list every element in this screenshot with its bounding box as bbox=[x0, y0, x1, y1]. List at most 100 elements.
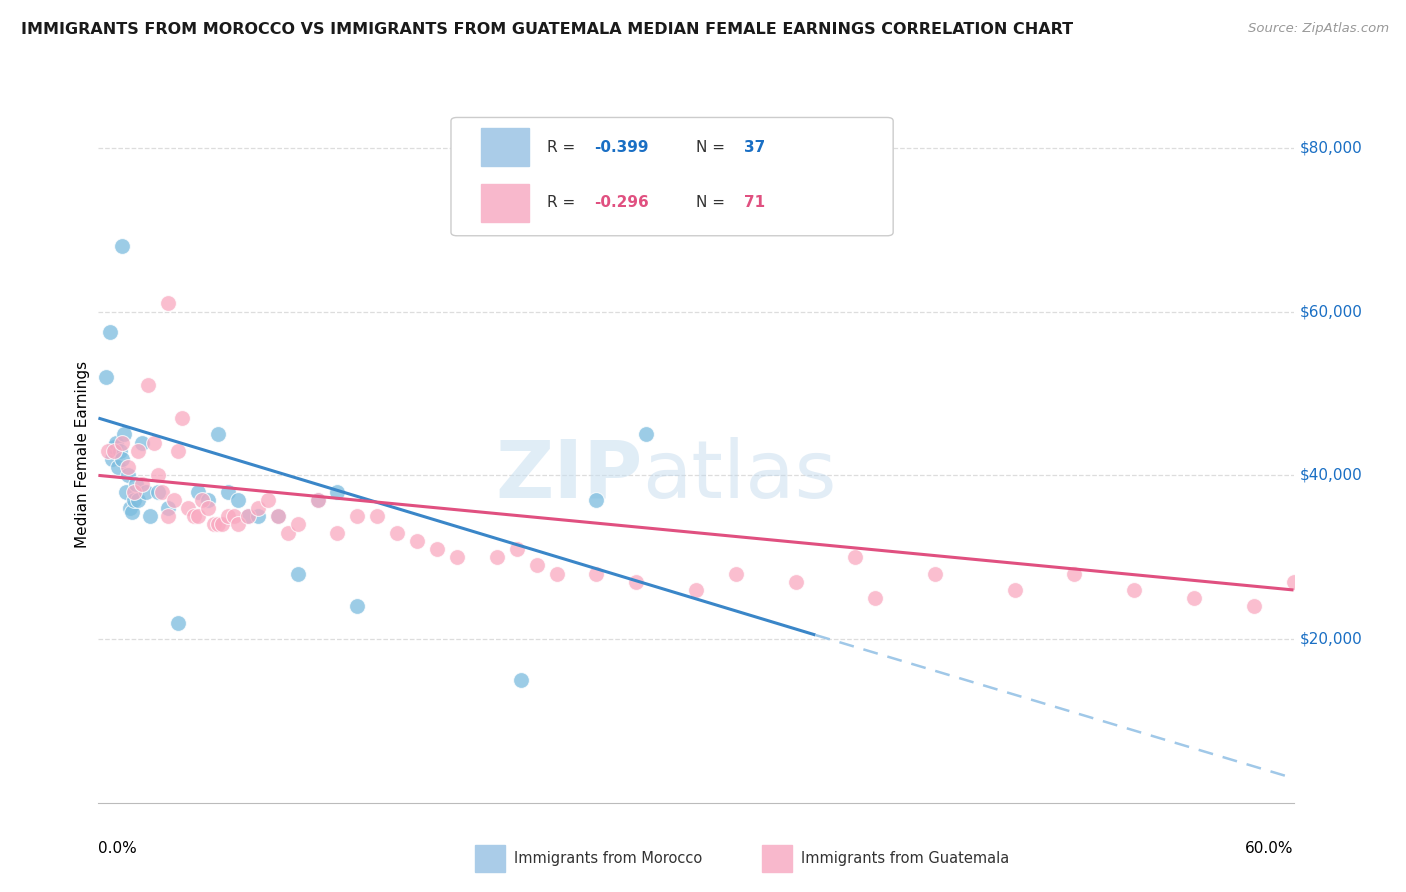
Point bbox=[287, 566, 309, 581]
Point bbox=[131, 476, 153, 491]
Point bbox=[506, 542, 529, 557]
Point bbox=[485, 550, 508, 565]
Point bbox=[139, 509, 162, 524]
Point bbox=[187, 509, 209, 524]
Point bbox=[287, 517, 309, 532]
Point bbox=[121, 505, 143, 519]
Point bbox=[105, 435, 128, 450]
Point bbox=[256, 492, 278, 507]
Point bbox=[157, 509, 180, 524]
Text: 60.0%: 60.0% bbox=[1246, 841, 1294, 856]
Point bbox=[148, 468, 170, 483]
Point bbox=[163, 492, 186, 507]
Point bbox=[246, 501, 269, 516]
Point bbox=[685, 582, 707, 597]
Point bbox=[1243, 599, 1265, 614]
Point bbox=[326, 484, 349, 499]
Text: $60,000: $60,000 bbox=[1299, 304, 1362, 319]
Y-axis label: Median Female Earnings: Median Female Earnings bbox=[75, 361, 90, 549]
Text: 37: 37 bbox=[744, 139, 765, 154]
Text: -0.296: -0.296 bbox=[595, 195, 650, 211]
Point bbox=[143, 435, 166, 450]
Point bbox=[226, 517, 249, 532]
Point bbox=[211, 517, 233, 532]
Point bbox=[110, 443, 132, 458]
Point bbox=[207, 427, 229, 442]
FancyBboxPatch shape bbox=[475, 845, 505, 872]
Point bbox=[385, 525, 409, 540]
Point bbox=[526, 558, 548, 573]
Point bbox=[863, 591, 886, 606]
Point bbox=[509, 673, 531, 687]
Point bbox=[446, 550, 468, 565]
Point bbox=[546, 566, 568, 581]
Text: -0.399: -0.399 bbox=[595, 139, 650, 154]
Point bbox=[136, 378, 159, 392]
Point bbox=[636, 427, 658, 442]
Text: 71: 71 bbox=[744, 195, 765, 211]
Point bbox=[187, 484, 209, 499]
Point bbox=[120, 501, 142, 516]
Text: atlas: atlas bbox=[643, 437, 837, 515]
Point bbox=[127, 443, 149, 458]
Point bbox=[366, 509, 388, 524]
FancyBboxPatch shape bbox=[481, 184, 529, 222]
FancyBboxPatch shape bbox=[481, 128, 529, 166]
Point bbox=[1182, 591, 1205, 606]
FancyBboxPatch shape bbox=[451, 118, 893, 235]
Point bbox=[785, 574, 807, 589]
Point bbox=[326, 525, 349, 540]
Text: IMMIGRANTS FROM MOROCCO VS IMMIGRANTS FROM GUATEMALA MEDIAN FEMALE EARNINGS CORR: IMMIGRANTS FROM MOROCCO VS IMMIGRANTS FR… bbox=[21, 22, 1073, 37]
Point bbox=[197, 501, 219, 516]
FancyBboxPatch shape bbox=[762, 845, 792, 872]
Point bbox=[112, 427, 135, 442]
Point bbox=[183, 509, 205, 524]
Text: R =: R = bbox=[547, 195, 579, 211]
Point bbox=[98, 325, 122, 339]
Text: R =: R = bbox=[547, 139, 579, 154]
Point bbox=[724, 566, 747, 581]
Point bbox=[585, 492, 607, 507]
Point bbox=[111, 435, 134, 450]
Point bbox=[157, 501, 180, 516]
Point bbox=[124, 484, 146, 499]
Point bbox=[236, 509, 259, 524]
Point bbox=[111, 239, 134, 253]
Point bbox=[246, 509, 269, 524]
Point bbox=[150, 484, 173, 499]
Point bbox=[1123, 582, 1146, 597]
Point bbox=[97, 443, 120, 458]
Point bbox=[191, 492, 214, 507]
Point bbox=[1063, 566, 1085, 581]
Point bbox=[125, 476, 148, 491]
Text: $20,000: $20,000 bbox=[1299, 632, 1362, 647]
Point bbox=[217, 484, 239, 499]
Point bbox=[346, 509, 368, 524]
Point bbox=[406, 533, 429, 548]
Point bbox=[177, 501, 200, 516]
Point bbox=[1282, 574, 1305, 589]
Text: N =: N = bbox=[696, 195, 730, 211]
Point bbox=[172, 411, 194, 425]
Point bbox=[197, 492, 219, 507]
Text: $80,000: $80,000 bbox=[1299, 140, 1362, 155]
Point bbox=[277, 525, 299, 540]
Point bbox=[111, 452, 134, 467]
Point bbox=[157, 296, 180, 310]
Text: Immigrants from Morocco: Immigrants from Morocco bbox=[515, 851, 703, 866]
Point bbox=[135, 484, 157, 499]
Point bbox=[307, 492, 329, 507]
Point bbox=[267, 509, 290, 524]
Point bbox=[236, 509, 259, 524]
Point bbox=[267, 509, 290, 524]
Point bbox=[103, 440, 125, 454]
Point bbox=[148, 484, 170, 499]
Text: Immigrants from Guatemala: Immigrants from Guatemala bbox=[801, 851, 1010, 866]
Point bbox=[167, 443, 190, 458]
Point bbox=[117, 468, 139, 483]
Point bbox=[127, 492, 149, 507]
Point bbox=[167, 615, 190, 630]
Point bbox=[307, 492, 329, 507]
Point bbox=[624, 574, 647, 589]
Point bbox=[124, 492, 146, 507]
